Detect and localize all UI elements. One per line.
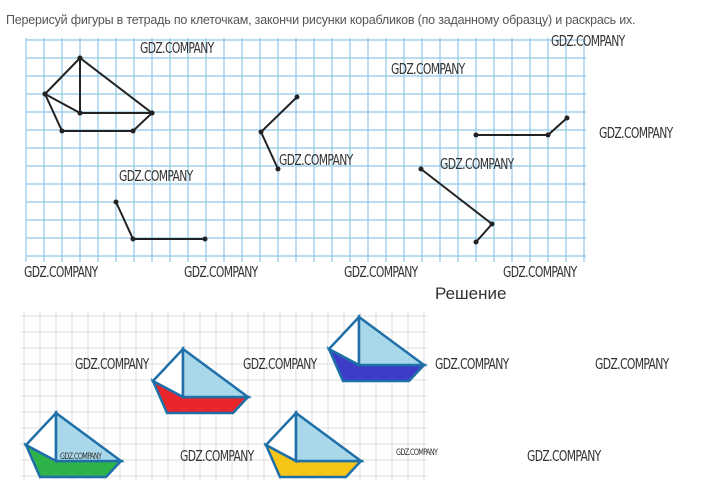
- figure-dot: [77, 55, 83, 61]
- watermark: GDZ.COMPANY: [435, 355, 509, 373]
- watermark: GDZ.COMPANY: [440, 155, 514, 173]
- boat: [263, 409, 365, 479]
- figure-line: [44, 56, 154, 132]
- figure-dot: [418, 166, 424, 172]
- task-text: Перерисуй фигуры в тетрадь по клеточкам,…: [6, 13, 636, 27]
- figure-line: [476, 117, 568, 136]
- watermark: GDZ.COMPANY: [595, 355, 669, 373]
- watermark: GDZ.COMPANY: [243, 355, 317, 373]
- watermark: GDZ.COMPANY: [24, 263, 98, 281]
- figures: [42, 55, 570, 245]
- figure-dot: [130, 128, 136, 134]
- watermark: GDZ.COMPANY: [184, 263, 258, 281]
- figure-dot: [545, 132, 551, 138]
- figure-dot: [564, 115, 570, 121]
- watermark: GDZ.COMPANY: [396, 448, 438, 458]
- figure-dot: [489, 221, 495, 227]
- figure-dot: [113, 199, 119, 205]
- boat-right-sail: [181, 346, 252, 399]
- figure-dot: [202, 236, 208, 242]
- figure-dot: [258, 129, 264, 135]
- watermark: GDZ.COMPANY: [279, 151, 353, 169]
- watermark: GDZ.COMPANY: [551, 32, 625, 50]
- boats: [23, 313, 428, 479]
- watermark: GDZ.COMPANY: [503, 263, 577, 281]
- boat-right-sail: [294, 410, 365, 463]
- top-grid: [25, 38, 586, 262]
- figure-dot: [473, 239, 479, 245]
- boat: [326, 313, 428, 383]
- figure-dot: [473, 132, 479, 138]
- boat: [150, 345, 252, 415]
- figure-line: [420, 168, 494, 243]
- figure-dot: [294, 94, 300, 100]
- watermark: GDZ.COMPANY: [140, 39, 214, 57]
- watermark: GDZ.COMPANY: [119, 167, 193, 185]
- figure-dot: [77, 110, 83, 116]
- watermark: GDZ.COMPANY: [344, 263, 418, 281]
- watermark: GDZ.COMPANY: [180, 447, 254, 465]
- figure-dot: [149, 110, 155, 116]
- watermark: GDZ.COMPANY: [391, 60, 465, 78]
- figure-dot: [130, 236, 136, 242]
- boat-right-sail: [54, 410, 125, 463]
- watermark: GDZ.COMPANY: [599, 124, 673, 142]
- figure-dot: [59, 128, 65, 134]
- watermark: GDZ.COMPANY: [527, 447, 601, 465]
- watermark: GDZ.COMPANY: [75, 355, 149, 373]
- figure-dot: [42, 91, 48, 97]
- watermark: GDZ.COMPANY: [60, 452, 102, 462]
- figure-dot: [275, 166, 281, 172]
- boat: [23, 409, 125, 479]
- solution-heading: Решение: [435, 284, 507, 303]
- boat-right-sail: [357, 314, 428, 367]
